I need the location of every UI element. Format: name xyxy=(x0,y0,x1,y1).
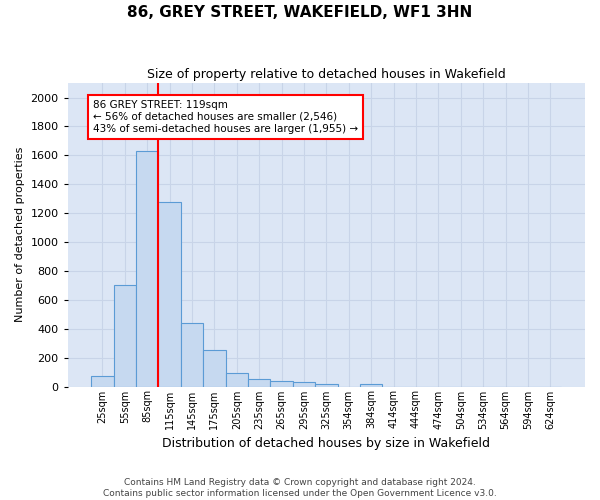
Bar xyxy=(136,151,158,386)
Bar xyxy=(271,382,293,386)
Text: Contains HM Land Registry data © Crown copyright and database right 2024.
Contai: Contains HM Land Registry data © Crown c… xyxy=(103,478,497,498)
Bar xyxy=(203,350,226,386)
Text: 86, GREY STREET, WAKEFIELD, WF1 3HN: 86, GREY STREET, WAKEFIELD, WF1 3HN xyxy=(127,5,473,20)
Bar xyxy=(315,384,338,386)
Bar xyxy=(181,323,203,386)
Bar xyxy=(360,384,382,386)
Text: 86 GREY STREET: 119sqm
← 56% of detached houses are smaller (2,546)
43% of semi-: 86 GREY STREET: 119sqm ← 56% of detached… xyxy=(93,100,358,134)
Bar xyxy=(158,202,181,386)
Bar xyxy=(91,376,113,386)
Bar xyxy=(226,373,248,386)
Y-axis label: Number of detached properties: Number of detached properties xyxy=(15,147,25,322)
X-axis label: Distribution of detached houses by size in Wakefield: Distribution of detached houses by size … xyxy=(163,437,490,450)
Bar xyxy=(248,378,271,386)
Bar xyxy=(293,382,315,386)
Bar xyxy=(113,286,136,386)
Title: Size of property relative to detached houses in Wakefield: Size of property relative to detached ho… xyxy=(147,68,506,80)
